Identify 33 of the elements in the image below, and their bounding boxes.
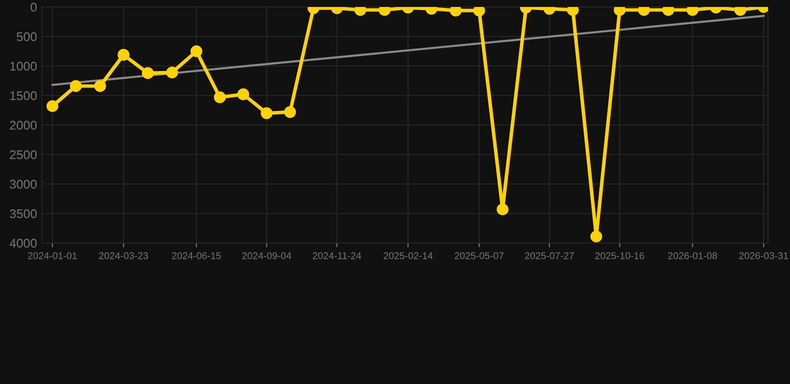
y-tick-label: 4000	[10, 238, 37, 248]
x-tick-label: 2024-03-23	[99, 252, 148, 260]
point	[142, 67, 154, 79]
point	[260, 107, 273, 120]
point	[70, 80, 82, 92]
y-tick-label: 0	[30, 2, 37, 12]
x-tick-label: 2026-03-31	[739, 252, 788, 260]
x-tick-label: 2025-10-16	[595, 252, 644, 260]
y-tick-label: 3500	[10, 209, 37, 218]
point	[166, 66, 178, 78]
point	[46, 100, 58, 112]
point	[190, 45, 202, 58]
y-tick-label: 1500	[10, 91, 37, 100]
x-tick-label: 2024-09-04	[242, 252, 292, 260]
x-tick-label: 2025-05-07	[454, 252, 504, 260]
x-tick-label: 2024-01-01	[28, 252, 77, 260]
x-tick-label: 2024-06-15	[172, 252, 221, 260]
x-tick-label: 2025-07-27	[525, 252, 574, 260]
x-tick-label: 2025-02-14	[384, 252, 433, 260]
y-tick-label: 1000	[10, 62, 37, 71]
y-tick-label: 500	[16, 32, 37, 42]
y-tick-label: 2500	[10, 150, 37, 160]
y-tick-label: 2000	[10, 120, 37, 130]
point	[214, 91, 226, 104]
point	[284, 106, 296, 118]
point	[94, 80, 106, 92]
point	[473, 7, 486, 16]
y-tick-label: 3000	[10, 180, 37, 189]
x-tick-label: 2026-01-08	[668, 252, 717, 260]
point	[450, 7, 462, 16]
x-tick-label: 2024-11-24	[312, 252, 362, 260]
point	[118, 48, 130, 61]
point	[237, 88, 250, 100]
